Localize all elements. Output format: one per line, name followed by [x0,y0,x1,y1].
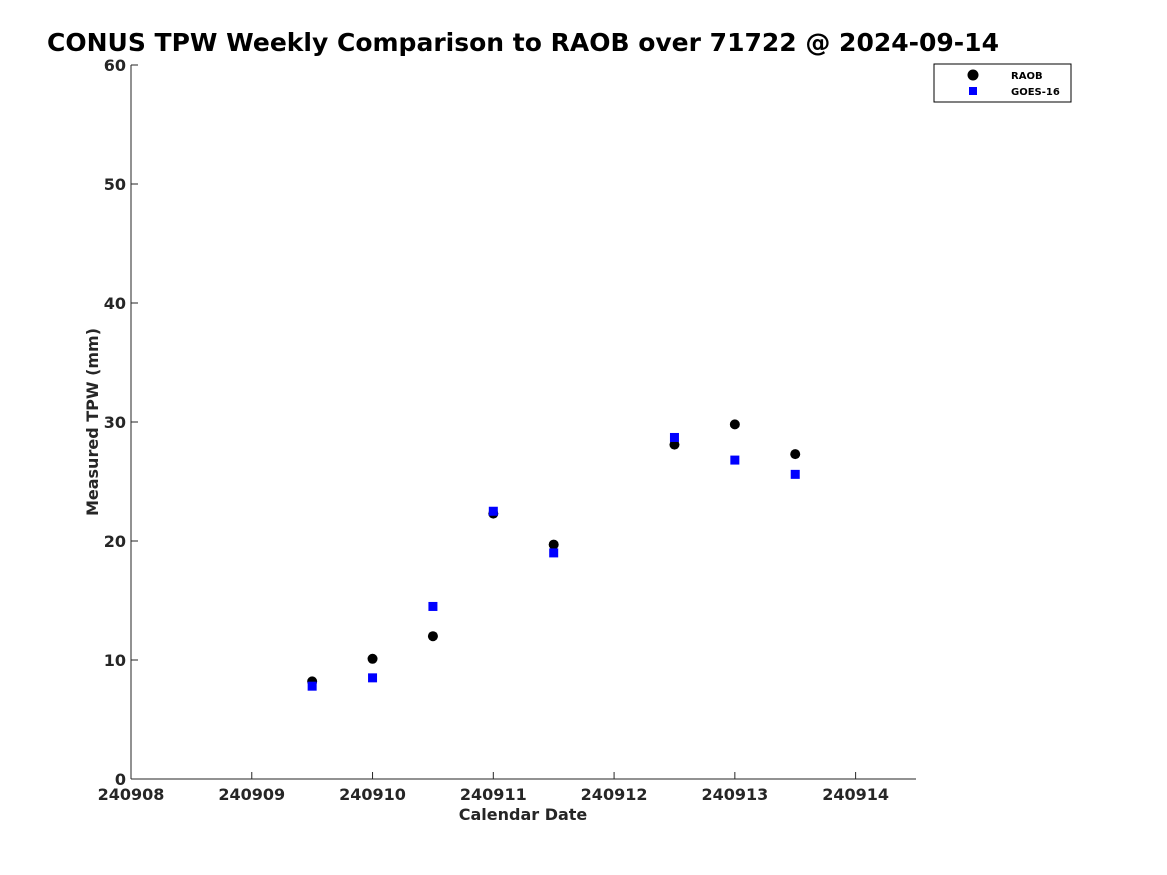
y-tick-label: 40 [104,294,126,313]
raob-point [367,653,378,664]
legend: RAOB GOES-16 [933,63,1072,103]
legend-box [933,63,1072,103]
raob-point [548,539,559,550]
x-tick-label: 240910 [339,785,406,804]
goes-16-point [730,455,740,465]
y-tick-label: 10 [104,651,126,670]
raob-point [427,631,438,642]
x-tick-label: 240914 [822,785,889,804]
x-tick-label: 240908 [98,785,165,804]
goes-16-point [669,432,679,442]
plot-area [131,65,916,779]
x-tick-label: 240913 [701,785,768,804]
y-tick-label: 50 [104,175,126,194]
x-tick-label: 240911 [460,785,527,804]
x-ticks: 240908 240909 240910 240911 240912 240913 2409… [98,772,889,804]
goes-16-point [488,506,498,516]
legend-marker-raob [967,69,979,81]
y-tick-label: 20 [104,532,126,551]
data-points [307,419,801,691]
goes-16-point [549,548,559,558]
raob-point [729,419,740,430]
y-axis-label: Measured TPW (mm) [83,328,102,516]
x-axis-label: Calendar Date [459,805,588,824]
y-tick-label: 30 [104,413,126,432]
y-tick-label: 0 [115,770,126,789]
chart-title: CONUS TPW Weekly Comparison to RAOB over… [47,28,999,57]
legend-marker-goes-16 [969,87,977,95]
goes-16-point [307,681,317,691]
legend-label-goes-16: GOES-16 [1011,87,1060,98]
raob-point [790,449,801,460]
raob-point [669,439,680,450]
y-tick-label: 60 [104,56,126,75]
y-ticks: 0 10 20 30 40 50 60 [104,56,138,789]
x-tick-label: 240909 [218,785,285,804]
x-tick-label: 240912 [581,785,648,804]
goes-16-point [368,673,378,683]
goes-16-point [790,469,800,479]
goes-16-point [428,601,438,611]
legend-label-raob: RAOB [1011,71,1043,82]
